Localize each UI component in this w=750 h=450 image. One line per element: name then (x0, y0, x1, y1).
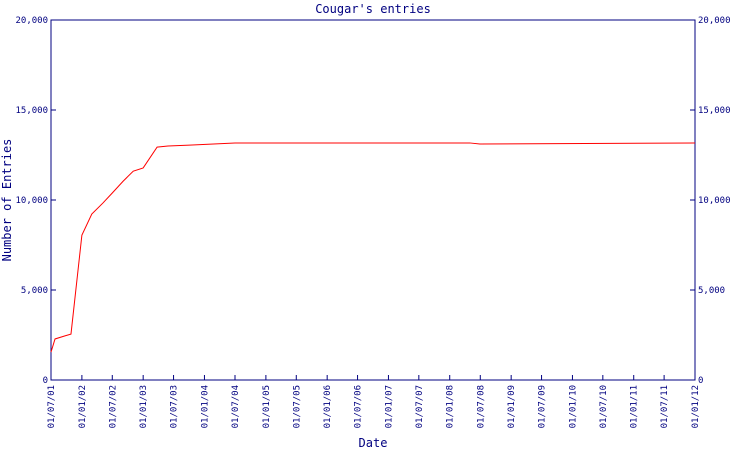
x-tick-label: 01/07/08 (476, 385, 486, 428)
x-tick-label: 01/01/07 (384, 385, 394, 428)
x-tick-label: 01/01/04 (200, 385, 210, 428)
plot-frame (50, 19, 696, 381)
y2-tick-label: 5,000 (698, 286, 725, 296)
y2-tick-label: 20,000 (698, 16, 731, 26)
y-tick-label: 0 (43, 376, 48, 386)
y2-tick-label: 0 (698, 376, 703, 386)
x-tick-label: 01/01/03 (139, 385, 149, 428)
data-line (50, 142, 696, 353)
x-tick-label: 01/01/02 (78, 385, 88, 428)
x-tick-label: 01/01/09 (507, 385, 517, 428)
y-axis-label: Number of Entries (0, 139, 14, 262)
x-tick-label: 01/07/02 (108, 385, 118, 428)
x-tick-label: 01/01/08 (446, 385, 456, 428)
y-tick-label: 20,000 (15, 16, 48, 26)
x-tick-label: 01/07/04 (231, 385, 241, 428)
y-tick-label: 15,000 (15, 106, 48, 116)
x-tick-label: 01/01/12 (691, 385, 701, 428)
x-tick-label: 01/01/10 (568, 385, 578, 428)
x-tick-label: 01/07/05 (292, 385, 302, 428)
x-tick-label: 01/07/06 (354, 385, 364, 428)
y2-tick-label: 15,000 (698, 106, 731, 116)
y2-tick-label: 10,000 (698, 196, 731, 206)
x-tick-label: 01/07/11 (660, 385, 670, 428)
x-axis-label: Date (359, 436, 388, 450)
x-tick-label: 01/07/01 (47, 385, 57, 428)
chart-title: Cougar's entries (315, 2, 431, 16)
x-tick-label: 01/07/03 (170, 385, 180, 428)
x-tick-label: 01/07/07 (415, 385, 425, 428)
x-tick-label: 01/07/09 (538, 385, 548, 428)
x-tick-label: 01/07/10 (599, 385, 609, 428)
x-tick-label: 01/01/06 (323, 385, 333, 428)
y-tick-label: 5,000 (21, 286, 48, 296)
y-tick-label: 10,000 (15, 196, 48, 206)
x-tick-label: 01/01/11 (630, 385, 640, 428)
x-tick-label: 01/01/05 (262, 385, 272, 428)
